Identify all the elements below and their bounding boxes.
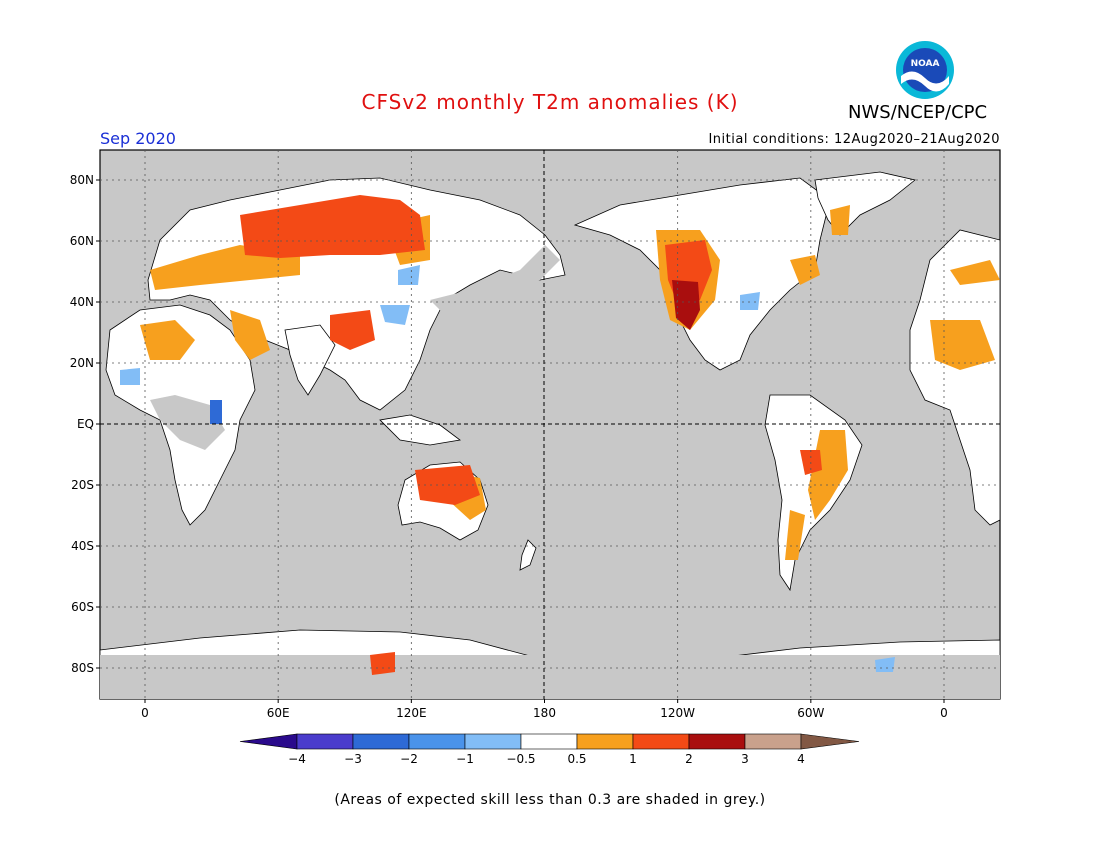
colorbar-tick-label: −4 (288, 752, 306, 766)
colorbar-tick-label: −2 (400, 752, 418, 766)
colorbar-cell (465, 734, 521, 749)
colorbar-cell (521, 734, 577, 749)
colorbar-tick-label: −3 (344, 752, 362, 766)
colorbar-tick-label: 4 (797, 752, 805, 766)
colorbar-cell (745, 734, 801, 749)
colorbar-cell (689, 734, 745, 749)
colorbar-cells (240, 734, 859, 749)
colorbar-labels: −4 −3 −2 −1 −0.5 0.5 1 2 3 4 (288, 752, 805, 766)
colorbar: −4 −3 −2 −1 −0.5 0.5 1 2 3 4 (0, 0, 1100, 850)
colorbar-cell (409, 734, 465, 749)
colorbar-cell (577, 734, 633, 749)
colorbar-tick-label: −1 (456, 752, 474, 766)
colorbar-cell (297, 734, 353, 749)
colorbar-tick-label: 2 (685, 752, 693, 766)
colorbar-arrow-left (240, 734, 297, 749)
colorbar-tick-label: 3 (741, 752, 749, 766)
skill-footnote: (Areas of expected skill less than 0.3 a… (0, 792, 1100, 808)
colorbar-tick-label: 0.5 (567, 752, 586, 766)
colorbar-cell (353, 734, 409, 749)
colorbar-tick-label: 1 (629, 752, 637, 766)
colorbar-arrow-right (801, 734, 859, 749)
colorbar-tick-label: −0.5 (506, 752, 535, 766)
colorbar-cell (633, 734, 689, 749)
